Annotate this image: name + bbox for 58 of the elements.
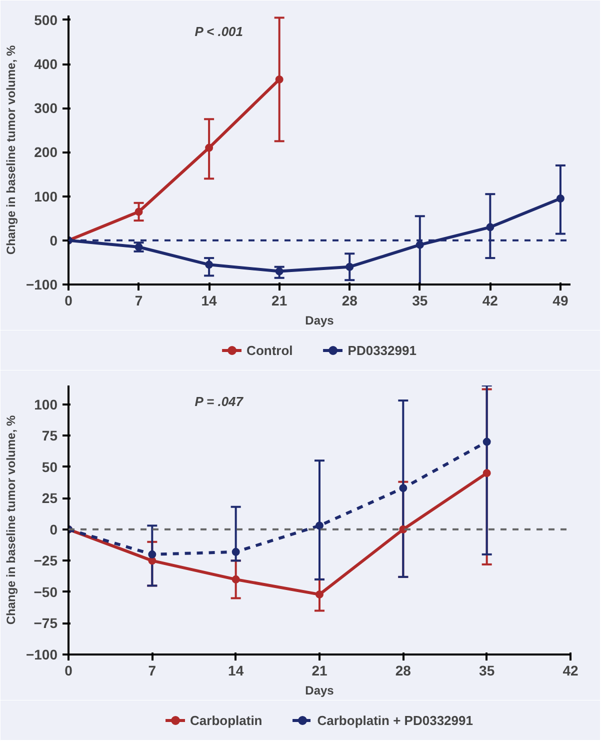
point: [205, 260, 214, 269]
point: [416, 240, 424, 249]
y-tick-label: 200: [34, 144, 58, 160]
y-tick-label: 75: [42, 428, 58, 444]
point: [232, 575, 240, 584]
x-tick-label: 42: [482, 292, 498, 308]
legend-label: PD0332991: [348, 342, 416, 358]
point: [275, 267, 284, 276]
y-tick-label: 300: [34, 100, 58, 116]
y-axis-title: Change in baseline tumor volume, %: [4, 414, 18, 625]
y-tick-label: −100: [26, 646, 58, 662]
legend-label: Carboplatin: [190, 712, 262, 728]
y-tick-label: 50: [42, 458, 58, 475]
y-tick-label: −100: [26, 276, 58, 292]
point: [399, 484, 408, 492]
point: [205, 144, 214, 152]
x-tick-label: 35: [412, 292, 428, 308]
point: [482, 469, 491, 478]
x-tick-label: 14: [228, 662, 244, 678]
point: [556, 194, 564, 202]
point: [275, 75, 284, 84]
y-tick-label: 25: [42, 490, 58, 506]
point: [486, 223, 494, 232]
x-tick-label: 7: [134, 292, 143, 308]
y-tick-label: −25: [34, 552, 58, 569]
y-tick-label: 100: [34, 188, 58, 204]
y-tick-label: 100: [34, 396, 58, 412]
legend-label: Control: [246, 342, 293, 358]
x-tick-label: 7: [148, 662, 156, 678]
y-tick-label: −75: [34, 615, 58, 632]
x-axis-title: Days: [305, 684, 334, 698]
x-tick-label: 0: [64, 662, 73, 678]
y-tick-label: 500: [34, 12, 58, 28]
x-tick-label: 0: [64, 292, 73, 308]
point: [346, 262, 354, 271]
point: [134, 208, 143, 216]
x-axis-title: Days: [305, 314, 334, 328]
point: [148, 550, 156, 558]
y-axis-title: Change in baseline tumor volume, %: [4, 44, 18, 255]
x-tick-label: 49: [552, 292, 568, 308]
point: [482, 438, 491, 446]
y-tick-label: 0: [50, 521, 58, 538]
point: [316, 522, 324, 530]
x-tick-label: 21: [272, 292, 288, 308]
y-tick-label: 400: [34, 56, 58, 72]
point: [232, 548, 240, 556]
x-tick-label: 21: [312, 662, 328, 678]
x-tick-label: 42: [562, 662, 578, 678]
x-tick-label: 28: [342, 292, 358, 308]
legend-label: Carboplatin + PD0332991: [317, 712, 473, 728]
y-tick-label: −50: [34, 584, 58, 600]
annotation: P = .047: [194, 394, 244, 410]
x-tick-label: 14: [201, 292, 218, 308]
x-tick-label: 28: [395, 662, 412, 678]
x-tick-label: 35: [479, 662, 495, 678]
annotation: P < .001: [194, 24, 244, 40]
point: [316, 590, 324, 598]
y-tick-label: 0: [50, 232, 58, 248]
